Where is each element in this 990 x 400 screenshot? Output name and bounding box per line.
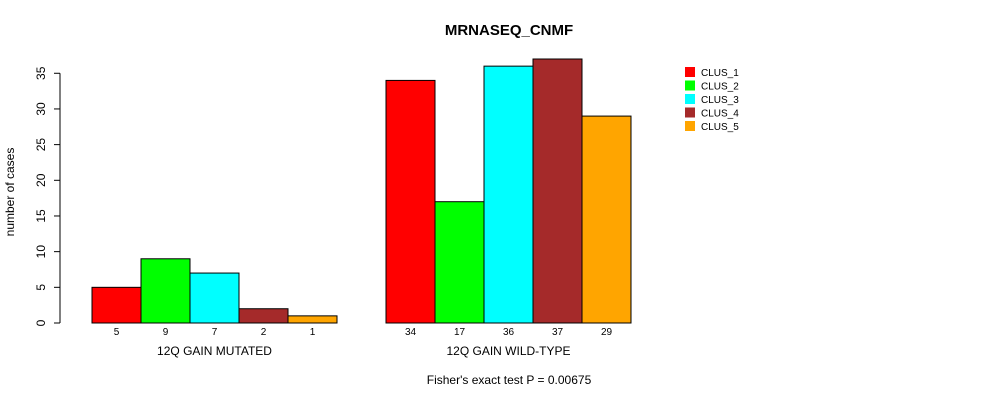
bar-value-label-1-4: 2 [261,327,267,338]
legend-swatch-5 [685,121,695,131]
legend-swatch-2 [685,80,695,91]
legend-label-4: CLUS_4 [701,109,739,120]
bar-value-label-2-4: 37 [552,327,564,338]
bar-value-label-2-3: 36 [503,327,515,338]
bar-value-label-1-5: 1 [310,327,316,338]
legend-label-1: CLUS_1 [701,68,739,79]
y-tick-label-15: 15 [34,209,48,223]
group-labels: 12Q GAIN MUTATED 12Q GAIN WILD-TYPE [157,344,570,358]
chart-title: MRNASEQ_CNMF [445,22,573,39]
bar-1-clus-5 [287,315,338,324]
y-tick-label-35: 35 [34,66,48,80]
bar-value-label-1-2: 9 [163,327,169,338]
bar-2-clus-1 [385,79,436,324]
footnote: Fisher's exact test P = 0.00675 [427,373,592,387]
y-tick-label-0: 0 [34,319,48,326]
bar-1-clus-1 [91,286,142,324]
y-tick-label-20: 20 [34,173,48,187]
legend-swatch-1 [685,67,695,77]
y-axis-label: number of cases [3,148,17,237]
bar-1-clus-4 [238,308,289,324]
bar-1-clus-3 [189,272,240,324]
bar-1-clus-2 [140,258,191,324]
legend-label-3: CLUS_3 [701,95,739,106]
bar-2-clus-5 [581,115,632,324]
bar-value-labels: 5 9 7 2 1 34 17 36 37 29 [114,327,613,338]
group-label-1: 12Q GAIN MUTATED [157,344,272,358]
bar-value-label-1-3: 7 [212,327,218,338]
legend-swatch-4 [685,107,695,118]
bar-value-label-2-1: 34 [405,327,417,338]
y-tick-label-30: 30 [34,102,48,116]
legend: CLUS_1 CLUS_2 CLUS_3 CLUS_4 CLUS_5 [685,67,739,133]
legend-label-5: CLUS_5 [701,122,739,133]
group-label-2: 12Q GAIN WILD-TYPE [446,344,570,358]
bar-2-clus-4 [532,58,583,324]
bar-value-label-2-5: 29 [601,327,613,338]
bar-value-label-1-1: 5 [114,327,120,338]
legend-label-2: CLUS_2 [701,82,739,93]
bar-2-clus-2 [434,201,485,324]
bars [91,58,632,324]
bar-2-clus-3 [483,65,534,324]
legend-swatch-3 [685,94,695,104]
y-tick-label-5: 5 [34,284,48,291]
bar-value-label-2-2: 17 [454,327,466,338]
y-axis-ticks: 0 5 10 15 20 25 30 35 [34,66,60,326]
y-tick-label-25: 25 [34,138,48,152]
y-tick-label-10: 10 [34,245,48,259]
